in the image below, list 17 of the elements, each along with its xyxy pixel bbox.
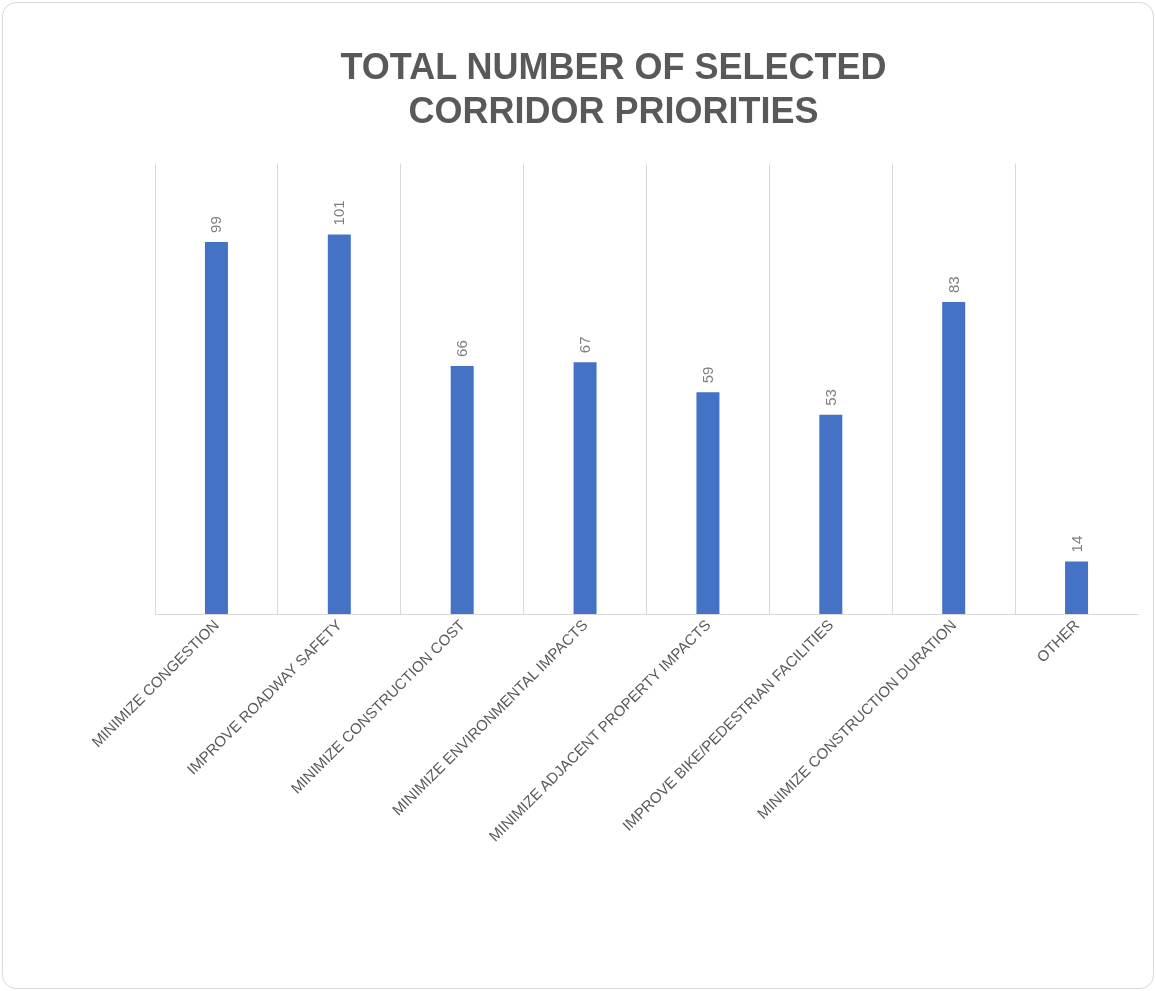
bar <box>204 241 228 614</box>
bar <box>819 414 843 614</box>
bar <box>1065 561 1089 614</box>
data-label: 101 <box>330 200 348 226</box>
data-label: 67 <box>576 336 594 354</box>
data-label: 99 <box>207 216 225 233</box>
data-label: 53 <box>821 389 839 406</box>
data-label: 66 <box>453 340 471 357</box>
data-label: 83 <box>944 276 962 294</box>
bar <box>942 302 966 614</box>
bar <box>450 365 474 614</box>
chart-title: TOTAL NUMBER OF SELECTED CORRIDOR PRIORITIES <box>340 46 887 131</box>
data-label: 59 <box>698 366 716 384</box>
bar <box>327 234 351 614</box>
data-label: 14 <box>1067 535 1085 553</box>
bar <box>696 392 720 614</box>
bar <box>573 362 597 614</box>
